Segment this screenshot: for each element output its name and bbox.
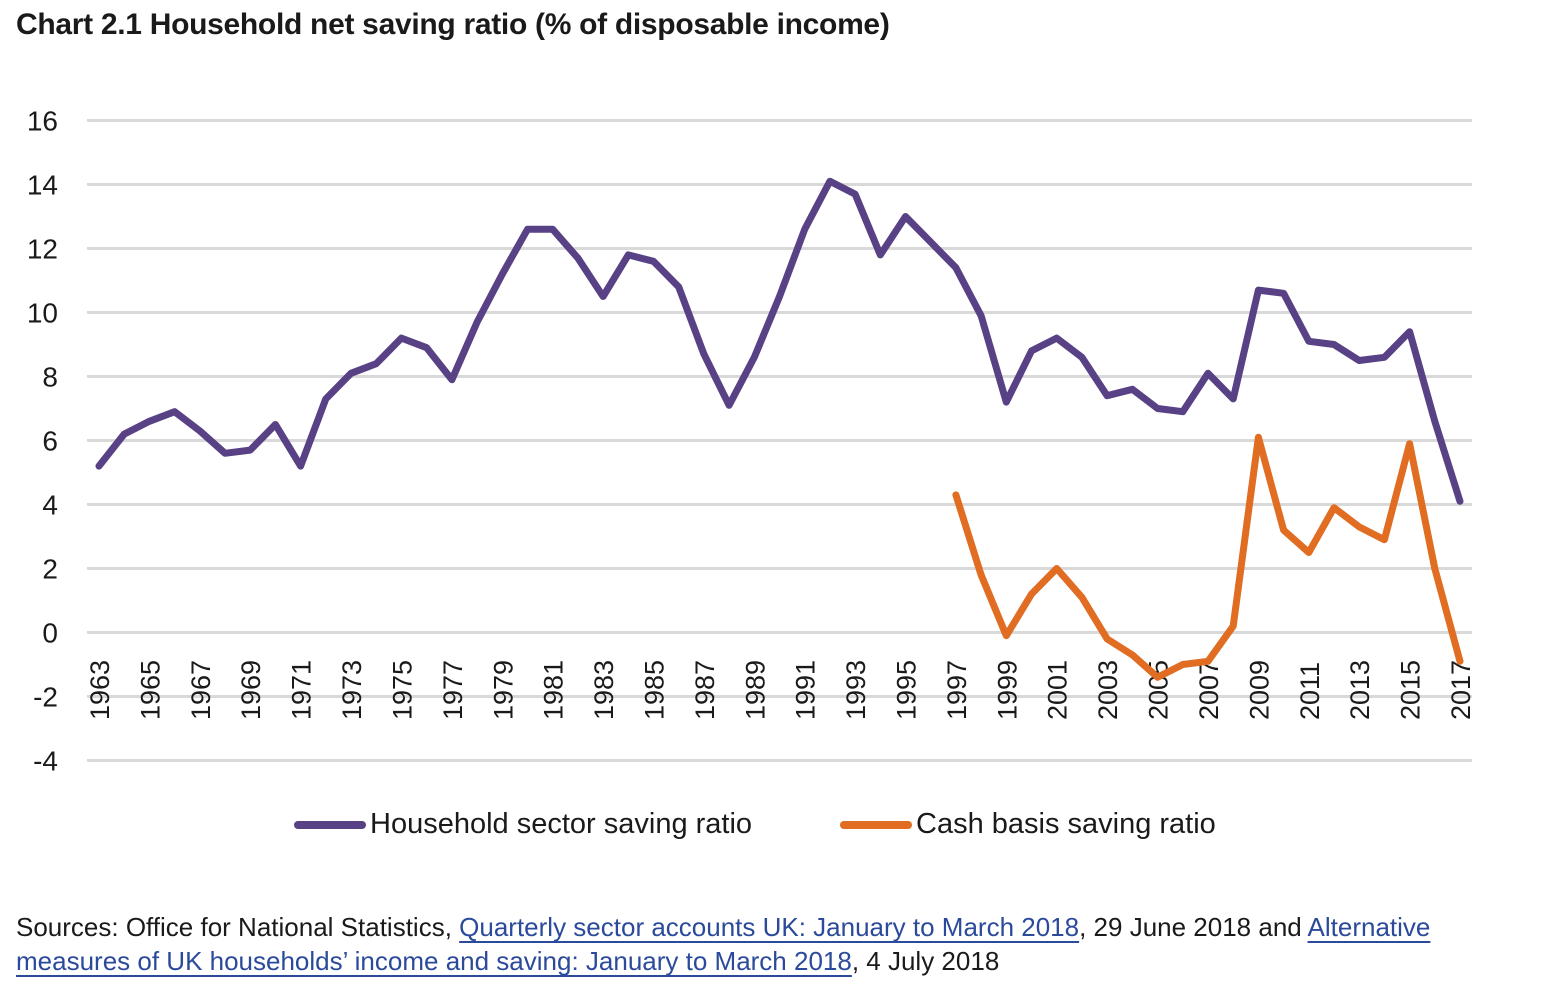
chart-title: Chart 2.1 Household net saving ratio (% …: [16, 8, 890, 41]
x-tick-label: 2003: [1093, 660, 1123, 720]
legend-swatch-household: [294, 820, 366, 829]
x-tick-label: 1971: [287, 660, 317, 720]
x-tick-label: 1995: [892, 660, 922, 720]
legend: Household sector saving ratio Cash basis…: [0, 808, 1556, 848]
sources-mid: , 29 June 2018 and: [1079, 912, 1308, 942]
x-tick-label: 1963: [85, 660, 115, 720]
x-tick-label: 1989: [740, 660, 770, 720]
x-tick-label: 1985: [639, 660, 669, 720]
source-link-alternative-measures[interactable]: Alternative measures of UK households’ i…: [16, 912, 1431, 976]
legend-item-cash: Cash basis saving ratio: [840, 808, 1216, 841]
x-tick-label: 1965: [135, 660, 165, 720]
y-axis-ticks: 16 14 12 10 8 6 4 2 0 -2 -4: [27, 106, 58, 777]
x-tick-label: 2015: [1396, 660, 1426, 720]
x-tick-label: 2007: [1194, 660, 1224, 720]
x-tick-label: 1981: [539, 660, 569, 720]
y-tick-label: -4: [33, 746, 58, 777]
series-line-household: [95, 177, 1464, 505]
y-tick-label: 6: [42, 426, 58, 457]
y-tick-label: 14: [27, 170, 58, 201]
x-tick-label: 1999: [992, 660, 1022, 720]
x-tick-label: 1969: [236, 660, 266, 720]
x-tick-label: 1991: [791, 660, 821, 720]
series-line-cash: [952, 433, 1464, 681]
y-tick-label: -2: [33, 682, 58, 713]
sources-suffix: , 4 July 2018: [851, 946, 1000, 976]
legend-item-household: Household sector saving ratio: [294, 808, 752, 841]
x-tick-label: 2009: [1244, 660, 1274, 720]
x-tick-label: 2011: [1295, 662, 1325, 720]
gridlines: [87, 119, 1472, 762]
x-tick-label: 1987: [690, 660, 720, 720]
y-tick-label: 12: [27, 234, 58, 265]
sources-prefix: Sources: Office for National Statistics,: [16, 912, 460, 942]
x-tick-label: 1973: [337, 660, 367, 720]
series-lines: [95, 177, 1464, 681]
y-tick-label: 2: [42, 554, 58, 585]
y-tick-label: 4: [42, 490, 58, 521]
x-tick-label: 1983: [589, 660, 619, 720]
x-tick-label: 2001: [1043, 660, 1073, 720]
x-tick-label: 1979: [488, 660, 518, 720]
x-axis-ticks: 1963 1965 1967 1969 1971 1973 1975 1977 1979 1981…: [85, 660, 1476, 720]
y-tick-label: 8: [42, 362, 58, 393]
x-tick-label: 1993: [841, 660, 871, 720]
legend-label-cash: Cash basis saving ratio: [916, 808, 1216, 840]
y-tick-label: 10: [27, 298, 58, 329]
x-tick-label: 1997: [942, 660, 972, 720]
x-tick-label: 1977: [438, 660, 468, 720]
x-tick-label: 2013: [1345, 660, 1375, 720]
x-tick-label: 2017: [1446, 660, 1476, 720]
legend-label-household: Household sector saving ratio: [370, 808, 753, 840]
x-tick-label: 1975: [387, 660, 417, 720]
source-link-quarterly-sector-accounts[interactable]: Quarterly sector accounts UK: January to…: [459, 912, 1080, 942]
y-tick-label: 16: [27, 106, 58, 137]
legend-swatch-cash: [840, 820, 912, 829]
y-tick-label: 0: [42, 618, 58, 649]
x-tick-label: 1967: [186, 660, 216, 720]
sources-note: Sources: Office for National Statistics,…: [16, 910, 1546, 978]
